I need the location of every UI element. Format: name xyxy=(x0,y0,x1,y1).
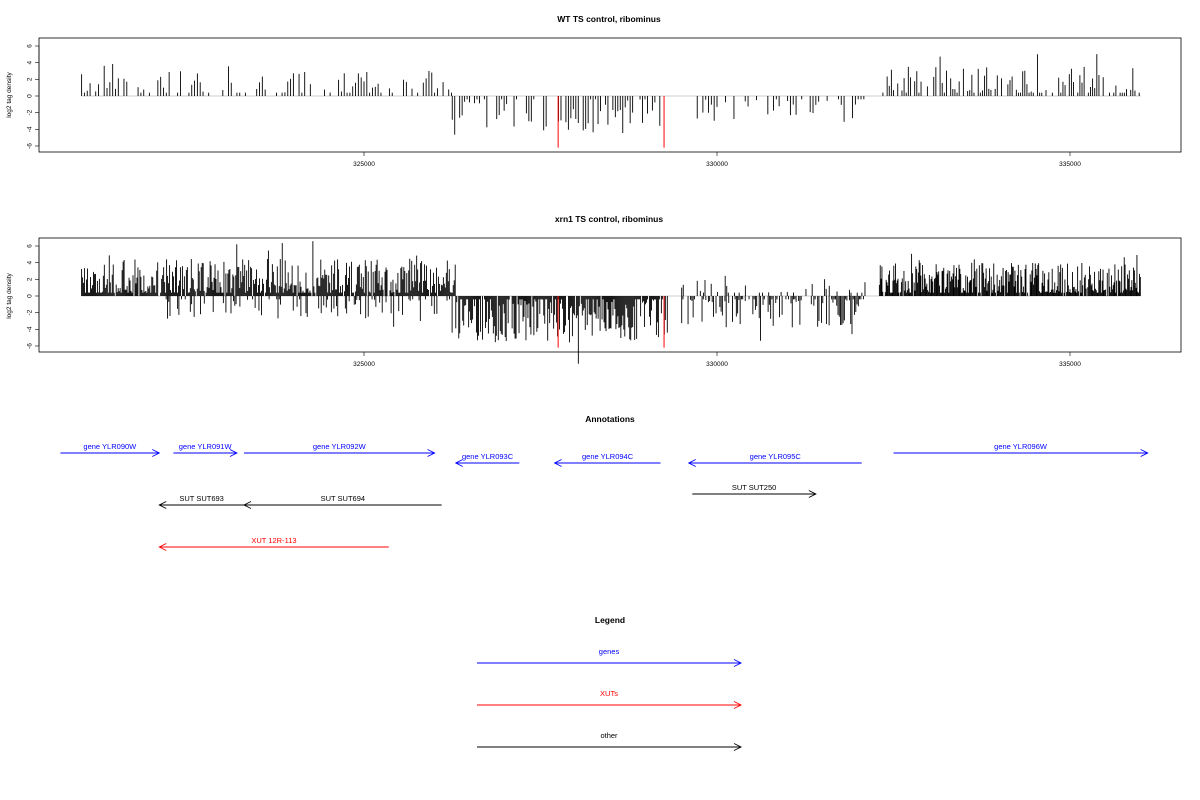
wt-x-axis: 325000 330000 335000 xyxy=(353,152,1081,168)
wt-x-tick-label: 335000 xyxy=(1059,161,1081,168)
xrn1-y-tick-label: -4 xyxy=(27,326,34,332)
legend-arrow-head xyxy=(733,743,743,751)
annotations-panel: Annotations gene YLR090W gene YLR091W gene… xyxy=(60,414,1149,551)
annotation-gene: gene YLR093C xyxy=(454,452,520,467)
annotation-label: XUT 12R-113 xyxy=(251,536,296,545)
annotation-label: gene YLR090W xyxy=(83,442,137,451)
annotation-arrow-head xyxy=(1140,449,1149,457)
annotation-other: SUT SUT250 xyxy=(692,483,817,498)
wt-x-tick-label: 325000 xyxy=(353,161,375,168)
annotation-arrow-head xyxy=(427,449,436,457)
annotation-other: SUT SUT693 xyxy=(158,494,244,509)
wt-y-tick-label: 6 xyxy=(27,44,34,48)
xrn1-bars xyxy=(81,241,1141,364)
legend-item-xut: XUTs xyxy=(477,689,743,709)
legend-item-other: other xyxy=(477,731,743,751)
wt-x-tick-label: 330000 xyxy=(706,161,728,168)
xrn1-x-tick-label: 325000 xyxy=(353,361,375,368)
legend-panel: Legend genes XUTs other xyxy=(477,615,743,751)
xrn1-x-tick-label: 330000 xyxy=(706,361,728,368)
xrn1-chart-title: xrn1 TS control, ribominus xyxy=(555,214,663,224)
annotation-label: gene YLR091W xyxy=(179,442,233,451)
legend-label: genes xyxy=(599,647,620,656)
legend-item-gene: genes xyxy=(477,647,743,667)
wt-y-axis-label: log2 tag density xyxy=(6,71,13,117)
wt-bars xyxy=(81,54,1141,148)
xrn1-x-tick-label: 335000 xyxy=(1059,361,1081,368)
wt-y-tick-label: 2 xyxy=(27,77,34,81)
wt-y-tick-label: 4 xyxy=(27,60,34,64)
wt-panel: WT TS control, ribominus log2 tag densit… xyxy=(6,14,1182,168)
legend-arrow-head xyxy=(733,659,743,667)
legend-items: genes XUTs other xyxy=(477,647,743,751)
xrn1-y-tick-label: -6 xyxy=(27,343,34,349)
annotation-arrow-head xyxy=(158,543,167,551)
annotation-arrow-head xyxy=(808,490,817,498)
legend-label: other xyxy=(600,731,618,740)
wt-y-tick-label: -6 xyxy=(27,143,34,149)
legend-arrow-head xyxy=(733,701,743,709)
xrn1-y-tick-label: 2 xyxy=(27,277,34,281)
annotation-arrow-head xyxy=(553,459,562,467)
annotation-arrow-head xyxy=(687,459,696,467)
annotation-label: SUT SUT250 xyxy=(732,483,776,492)
annotation-gene: gene YLR096W xyxy=(893,442,1149,457)
xrn1-panel: xrn1 TS control, ribominus log2 tag dens… xyxy=(6,214,1182,368)
xrn1-y-tick-label: 0 xyxy=(27,294,34,298)
annotation-gene: gene YLR091W xyxy=(173,442,238,457)
annotation-arrow-head xyxy=(152,449,161,457)
wt-y-tick-label: -4 xyxy=(27,126,34,132)
annotation-label: SUT SUT693 xyxy=(179,494,223,503)
wt-chart-title: WT TS control, ribominus xyxy=(557,14,661,24)
annotation-other: SUT SUT694 xyxy=(242,494,442,509)
annotation-label: gene YLR094C xyxy=(582,452,634,461)
annotation-label: gene YLR095C xyxy=(750,452,802,461)
annotation-arrow-head xyxy=(229,449,238,457)
xrn1-y-axis: -6 -4 -2 0 2 4 6 xyxy=(27,244,40,349)
xrn1-y-axis-label: log2 tag density xyxy=(6,272,13,318)
annotations-title: Annotations xyxy=(585,414,635,424)
annotation-label: SUT SUT694 xyxy=(321,494,365,503)
annotation-tracks: gene YLR090W gene YLR091W gene YLR092W gene… xyxy=(60,442,1149,551)
wt-y-tick-label: 0 xyxy=(27,94,34,98)
xrn1-y-tick-label: 6 xyxy=(27,244,34,248)
annotation-gene: gene YLR094C xyxy=(553,452,661,467)
xrn1-y-tick-label: 4 xyxy=(27,260,34,264)
xrn1-x-axis: 325000 330000 335000 xyxy=(353,352,1081,368)
xrn1-y-tick-label: -2 xyxy=(27,309,34,315)
annotation-arrow-head xyxy=(454,459,463,467)
annotation-arrow-head xyxy=(158,501,167,509)
annotation-label: gene YLR092W xyxy=(313,442,367,451)
annotation-gene: gene YLR090W xyxy=(60,442,161,457)
annotation-xut: XUT 12R-113 xyxy=(158,536,389,551)
annotation-gene: gene YLR095C xyxy=(687,452,862,467)
annotation-label: gene YLR096W xyxy=(994,442,1048,451)
annotation-arrow-head xyxy=(242,501,252,509)
annotation-label: gene YLR093C xyxy=(462,452,514,461)
wt-y-axis: -6 -4 -2 0 2 4 6 xyxy=(27,44,40,149)
wt-y-tick-label: -2 xyxy=(27,109,34,115)
legend-title: Legend xyxy=(595,615,625,625)
legend-label: XUTs xyxy=(600,689,618,698)
annotation-gene: gene YLR092W xyxy=(243,442,436,457)
